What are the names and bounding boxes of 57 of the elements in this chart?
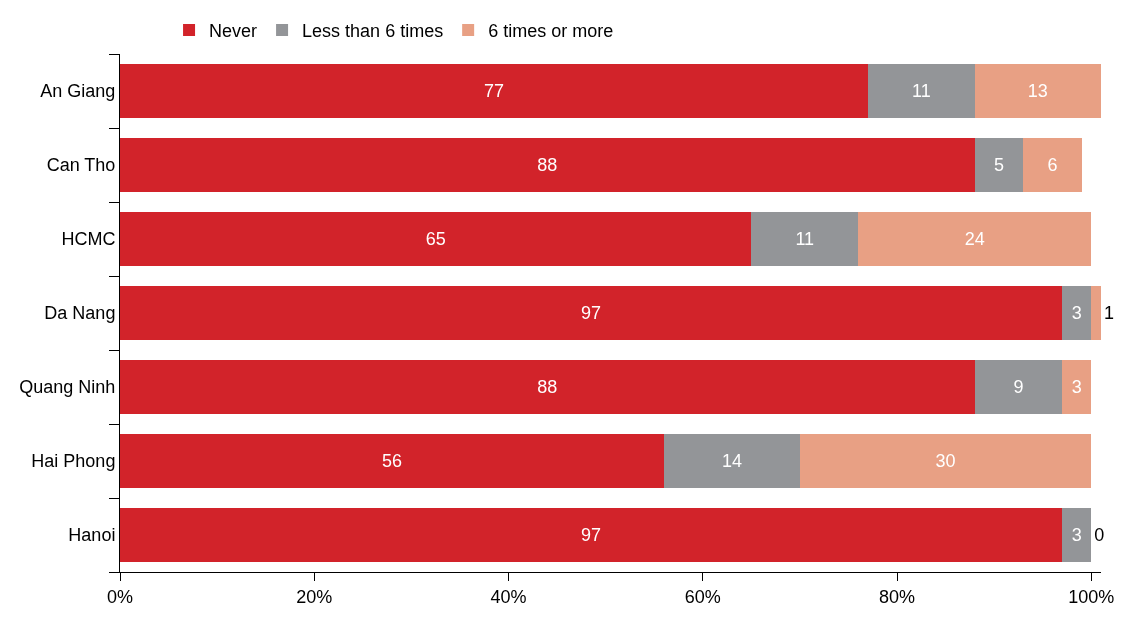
data-label: 24 — [964, 229, 985, 249]
bar — [120, 359, 975, 415]
bar — [120, 63, 868, 119]
bar — [751, 211, 859, 267]
data-label: 6 — [1047, 155, 1058, 175]
data-label: 1 — [1104, 303, 1115, 323]
data-label: 0 — [1094, 525, 1105, 545]
x-tick-label: 0% — [106, 586, 134, 607]
y-tick-label: Da Nang — [44, 303, 116, 324]
data-label: 14 — [721, 451, 742, 471]
x-tick-label: 100% — [1068, 586, 1115, 607]
bar — [120, 285, 1063, 341]
bar — [858, 211, 1092, 267]
bar — [974, 137, 1024, 193]
legend-label: Never — [209, 21, 258, 42]
data-label: 5 — [994, 155, 1005, 175]
legend-label: 6 times or more — [488, 21, 614, 42]
data-label: 30 — [935, 451, 956, 471]
data-label: 3 — [1071, 525, 1082, 545]
y-tick-label: Can Tho — [46, 155, 116, 176]
bar — [867, 63, 975, 119]
data-label: 11 — [911, 81, 931, 101]
y-tick-label: An Giang — [40, 81, 116, 102]
y-tick-label: Hai Phong — [31, 451, 116, 472]
x-tick-label: 20% — [296, 586, 333, 607]
legend-label: Less than 6 times — [302, 21, 444, 42]
data-label: 3 — [1071, 303, 1082, 323]
x-tick-label: 40% — [490, 586, 527, 607]
data-label: 65 — [425, 229, 446, 249]
data-label: 9 — [1013, 377, 1024, 397]
bar — [120, 507, 1063, 563]
y-tick-label: Quang Ninh — [19, 377, 116, 398]
bar — [1062, 285, 1092, 341]
data-label: 3 — [1071, 377, 1082, 397]
data-label: 77 — [483, 81, 504, 101]
bar — [120, 433, 664, 489]
x-tick-label: 60% — [684, 586, 721, 607]
y-tick-label: Hanoi — [68, 525, 116, 546]
data-label: 56 — [381, 451, 402, 471]
x-tick-label: 80% — [879, 586, 916, 607]
data-label: 97 — [581, 525, 602, 545]
data-label: 97 — [581, 303, 602, 323]
bar — [799, 433, 1092, 489]
data-label: 11 — [795, 229, 815, 249]
bar — [120, 211, 752, 267]
bar — [663, 433, 800, 489]
data-label: 88 — [537, 155, 558, 175]
bar — [974, 63, 1101, 119]
bar — [1091, 285, 1101, 341]
bar — [1023, 137, 1082, 193]
data-label: 88 — [537, 377, 558, 397]
bar — [1062, 359, 1092, 415]
bar — [974, 359, 1063, 415]
y-tick-label: HCMC — [61, 229, 116, 250]
data-label: 13 — [1027, 81, 1048, 101]
bar — [120, 137, 975, 193]
bar — [1062, 507, 1092, 563]
